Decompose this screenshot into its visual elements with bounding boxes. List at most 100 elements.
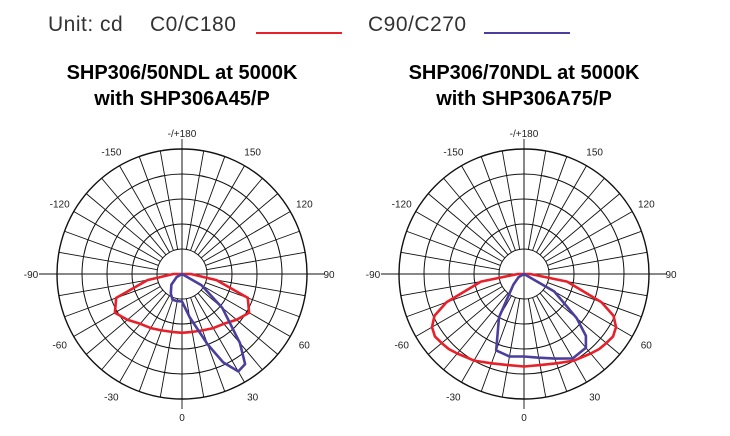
grid-spoke (194, 295, 245, 383)
chart-title-left: SHP306/50NDL at 5000K with SHP306A45/P (12, 60, 352, 112)
legend-c90-swatch (484, 32, 570, 34)
grid-spoke (206, 251, 306, 271)
grid-spoke (205, 282, 300, 318)
grid-spoke (539, 177, 605, 256)
grid-spoke (101, 177, 167, 256)
grid-spoke (536, 165, 587, 253)
legend-c0-swatch (256, 32, 342, 34)
angle-label: 90 (323, 270, 335, 281)
grid-spoke (545, 286, 633, 337)
grid-spoke (461, 165, 512, 253)
angle-label: -90 (24, 270, 39, 281)
grid-spoke (85, 289, 164, 355)
grid-spoke (159, 150, 179, 250)
series-c0-c180-curve (113, 272, 251, 335)
angle-label: -120 (392, 199, 412, 210)
grid-spoke (58, 277, 158, 297)
angle-label: -150 (443, 148, 463, 159)
grid-spoke (85, 193, 164, 259)
grid-spoke (194, 165, 245, 253)
angle-label: -/+180 (168, 129, 197, 140)
series-c90-c270-curve (494, 272, 588, 360)
polar-chart-right-svg: -/+180 150 120 90 60 30 0 -30 -60 -90 -120 -150 (366, 129, 677, 424)
grid-spoke (415, 286, 503, 337)
legend-c0-label: C0/C180 (150, 13, 237, 36)
grid-spoke (501, 150, 521, 250)
grid-spoke (203, 211, 291, 262)
chart-title-right-line1: SHP306/70NDL at 5000K (408, 62, 640, 84)
grid-spoke (547, 282, 642, 318)
grid-spoke (64, 282, 159, 318)
angle-label: -90 (366, 270, 381, 281)
angle-label: 60 (299, 341, 311, 352)
angle-label: -150 (101, 148, 121, 159)
series-c0-c180-curve (430, 272, 618, 368)
angle-label: -30 (104, 392, 119, 403)
grid-spoke (480, 156, 516, 251)
grid-spoke (200, 289, 279, 355)
polar-grid (381, 139, 667, 409)
grid-spoke (190, 156, 226, 251)
chart-title-right-line2: with SHP306A75/P (436, 88, 612, 110)
grid-spoke (443, 292, 509, 371)
grid-spoke (119, 295, 170, 383)
grid-spoke (119, 165, 170, 253)
angle-label: -60 (52, 341, 67, 352)
grid-spoke (548, 251, 648, 271)
grid-spoke (400, 251, 500, 271)
chart-title-left-line2: with SHP306A45/P (94, 88, 270, 110)
grid-spoke (64, 230, 159, 266)
grid-spoke (427, 193, 506, 259)
angle-label: -/+180 (510, 129, 539, 140)
angle-label: -30 (446, 392, 461, 403)
angle-label: 30 (247, 392, 259, 403)
angle-label: 30 (589, 392, 601, 403)
grid-spoke (406, 230, 501, 266)
angle-label: 60 (641, 341, 653, 352)
grid-spoke (101, 292, 167, 371)
angle-label: 120 (296, 199, 313, 210)
grid-spoke (532, 297, 568, 392)
grid-spoke (138, 297, 174, 392)
grid-spoke (539, 292, 605, 371)
grid-spoke (501, 298, 521, 398)
grid-spoke (536, 295, 587, 383)
grid-spoke (197, 177, 263, 256)
angle-label: 150 (586, 148, 603, 159)
grid-spoke (527, 298, 547, 398)
unit-label: Unit: cd (48, 13, 124, 36)
grid-spoke (73, 211, 161, 262)
polar-chart-left-svg: -/+180 150 120 90 60 30 0 -30 -60 -90 -120 -150 (24, 129, 335, 424)
grid-spoke (205, 230, 300, 266)
angle-label: -60 (394, 341, 409, 352)
grid-spoke (206, 277, 306, 297)
grid-spoke (138, 156, 174, 251)
polar-grid (39, 139, 325, 409)
angle-label: 0 (179, 413, 185, 424)
grid-spoke (545, 211, 633, 262)
grid-spoke (185, 150, 205, 250)
grid-spoke (542, 193, 621, 259)
legend-c90-label: C90/C270 (368, 13, 467, 36)
grid-spoke (532, 156, 568, 251)
angle-label: 90 (665, 270, 677, 281)
angle-label: 0 (521, 413, 527, 424)
chart-title-left-line1: SHP306/50NDL at 5000K (66, 62, 298, 84)
grid-spoke (415, 211, 503, 262)
angle-label: 120 (638, 199, 655, 210)
grid-spoke (406, 282, 501, 318)
grid-spoke (480, 297, 516, 392)
series-c90-c270-curve (169, 272, 247, 373)
grid-spoke (203, 286, 291, 337)
angle-label: -120 (50, 199, 70, 210)
legend: Unit: cd C0/C180 C90/C270 (0, 0, 730, 44)
grid-spoke (200, 193, 279, 259)
grid-spoke (58, 251, 158, 271)
polar-chart-left: -/+180 150 120 90 60 30 0 -30 -60 -90 -120 -150 (12, 122, 352, 432)
grid-spoke (73, 286, 161, 337)
polar-chart-right: -/+180 150 120 90 60 30 0 -30 -60 -90 -120 -150 (354, 122, 694, 432)
grid-spoke (443, 177, 509, 256)
chart-title-right: SHP306/70NDL at 5000K with SHP306A75/P (354, 60, 694, 112)
grid-spoke (159, 298, 179, 398)
grid-spoke (197, 292, 263, 371)
